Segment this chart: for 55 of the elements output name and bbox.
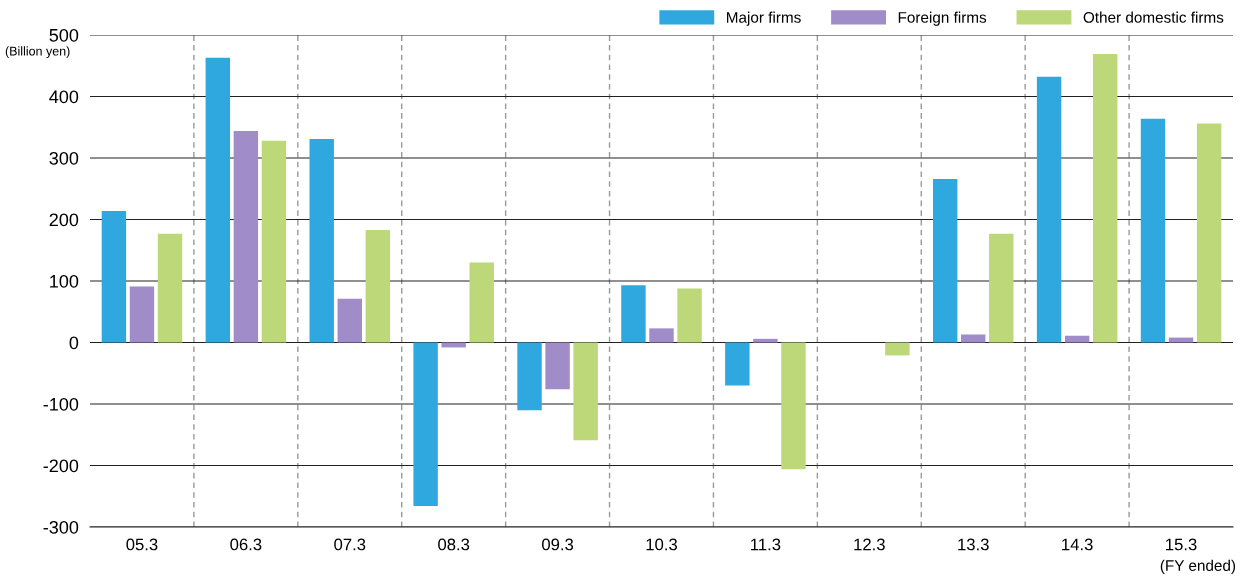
legend-label: Foreign firms (898, 11, 987, 26)
bar (932, 178, 958, 343)
x-tick-label: 15.3 (1166, 538, 1197, 551)
bar (129, 286, 155, 343)
y-tick-label: -100 (43, 397, 79, 411)
bar (989, 233, 1014, 343)
x-tick-label: 10.3 (646, 538, 677, 551)
bar (413, 342, 438, 507)
text: (Billion yen) (5, 46, 70, 58)
legend-label: Major firms (727, 11, 801, 26)
bar (725, 342, 750, 386)
y-tick-label: 0 (69, 336, 79, 350)
bar (337, 298, 362, 343)
bar (233, 130, 259, 343)
x-tick-label: 06.3 (230, 538, 262, 551)
bar (649, 328, 674, 343)
bar (469, 262, 494, 343)
y-tick-label: 400 (49, 90, 79, 104)
x-tick-label: 09.3 (542, 538, 574, 551)
bar (781, 342, 806, 470)
bar (545, 342, 570, 390)
y-tick-label: 500 (49, 28, 79, 42)
x-tick-label: 11.3 (751, 538, 781, 551)
bar (1168, 337, 1194, 343)
y-tick-label: -200 (43, 459, 79, 473)
bar (157, 233, 183, 343)
x-tick-label: 13.3 (958, 538, 989, 551)
x-tick-label: 07.3 (334, 538, 366, 551)
x-tick-label: 12.3 (854, 538, 885, 551)
bar (1092, 54, 1118, 343)
bar (621, 285, 646, 343)
bar (517, 342, 542, 411)
legend-label: Other domestic firms (1083, 11, 1224, 23)
bar (1196, 123, 1222, 343)
bar (677, 288, 702, 343)
x-tick-label: 14.3 (1062, 538, 1093, 551)
bar (1140, 118, 1166, 343)
bar (753, 338, 778, 343)
bar (101, 210, 127, 343)
bar (309, 138, 334, 343)
y-tick-label: -300 (43, 520, 79, 534)
y-tick-label: 200 (49, 213, 79, 227)
x-tick-label: 05.3 (126, 538, 158, 551)
x-tick-label: 08.3 (438, 538, 470, 551)
bar (885, 342, 910, 356)
bar (261, 140, 287, 343)
bar (1036, 76, 1062, 343)
bar (365, 229, 391, 343)
y-tick-label: 300 (49, 151, 79, 165)
text: (FY ended) (1160, 559, 1236, 574)
bar (205, 57, 231, 343)
y-tick-label: 100 (50, 274, 79, 288)
bar (573, 342, 598, 441)
bar (1064, 335, 1090, 343)
bar (961, 334, 986, 343)
